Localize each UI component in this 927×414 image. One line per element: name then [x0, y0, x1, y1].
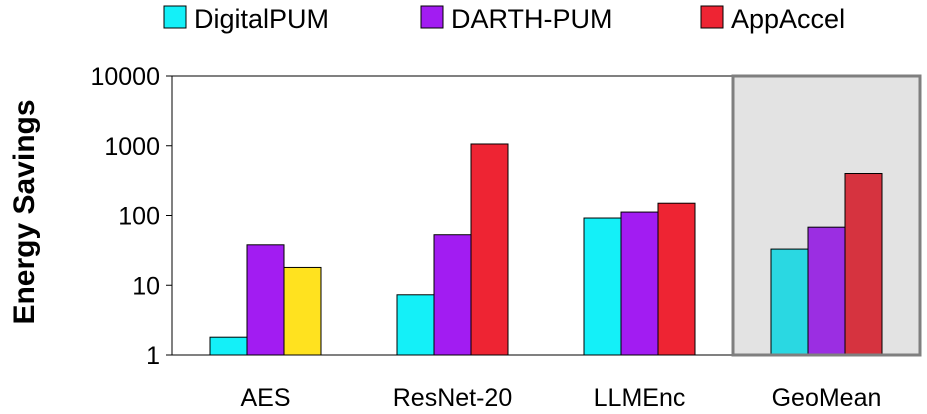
bar-llmenc-digitalpum	[583, 217, 622, 356]
legend: DigitalPUM DARTH-PUM AppAccel	[163, 4, 845, 34]
bar-geomean-digitalpum	[770, 248, 809, 356]
legend-label-appaccel: AppAccel	[731, 4, 845, 34]
highlight-border-geomean	[731, 74, 922, 357]
bar-resnet-20-appaccel	[470, 143, 509, 356]
category-label-resnet-20: ResNet-20	[393, 384, 513, 412]
bar-geomean-appaccel	[844, 173, 883, 356]
bar-aes-darth-pum	[246, 244, 285, 356]
legend-swatch-digitalpum	[163, 5, 187, 29]
highlight-border-layer	[731, 74, 922, 357]
bar-llmenc-appaccel	[657, 202, 696, 356]
y-tick-label-100: 100	[118, 203, 160, 231]
legend-swatch-darth-pum	[420, 5, 444, 29]
y-axis-label: Energy Savings	[8, 99, 41, 324]
bar-resnet-20-darth-pum	[433, 234, 472, 356]
y-tick-label-10: 10	[132, 272, 160, 300]
bar-aes-digitalpum	[209, 336, 248, 356]
bar-aes-appaccel	[283, 266, 322, 356]
y-tick-label-10000: 10000	[90, 63, 160, 91]
bar-geomean-darth-pum	[807, 226, 846, 356]
y-tick-label-1000: 1000	[104, 133, 160, 161]
category-label-geomean: GeoMean	[772, 384, 882, 412]
legend-label-darth-pum: DARTH-PUM	[451, 4, 613, 34]
category-label-llmenc: LLMEnc	[594, 384, 686, 412]
category-labels: AES ResNet-20 LLMEnc GeoMean	[240, 384, 881, 412]
legend-label-digitalpum: DigitalPUM	[194, 4, 329, 34]
y-tick-label-1: 1	[146, 342, 160, 370]
bars	[209, 143, 883, 356]
legend-swatch-appaccel	[700, 5, 724, 29]
category-label-aes: AES	[240, 384, 290, 412]
bar-llmenc-darth-pum	[620, 211, 659, 356]
bar-resnet-20-digitalpum	[396, 294, 435, 356]
y-ticks: 1 10 100 1000 10000	[90, 63, 172, 370]
